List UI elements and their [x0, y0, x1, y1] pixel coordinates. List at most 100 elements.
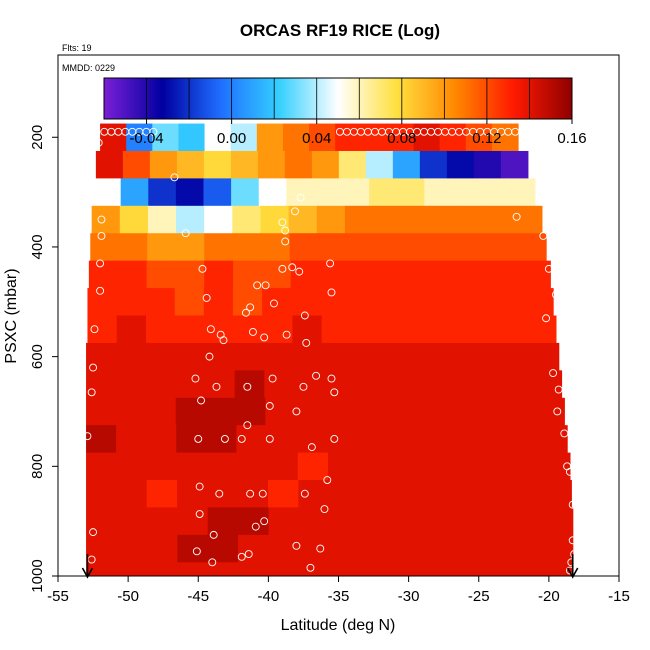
- heatmap-cell: [87, 288, 118, 316]
- heatmap-cell: [350, 315, 381, 344]
- heatmap-cell: [115, 370, 147, 399]
- heatmap-cell: [298, 562, 330, 576]
- heatmap-cell: [238, 507, 270, 536]
- heatmap-cell: [529, 342, 560, 371]
- sample-point: [191, 374, 200, 383]
- heatmap-cell: [237, 452, 269, 481]
- sample-point: [198, 264, 207, 273]
- colorbar-frame: [103, 77, 573, 120]
- sample-point: [96, 259, 105, 268]
- heatmap-cell: [485, 205, 515, 234]
- heatmap-cell: [378, 288, 409, 316]
- heatmap-cell: [263, 315, 293, 344]
- heatmap-cell: [257, 150, 286, 179]
- sample-point: [246, 489, 255, 498]
- sample-point: [90, 325, 99, 334]
- heatmap-cell: [434, 260, 465, 289]
- heatmap-cell: [86, 370, 117, 399]
- colorbar-tick-label: -0.04: [129, 130, 163, 147]
- heatmap-cell: [88, 260, 119, 289]
- heatmap-cell: [335, 123, 362, 152]
- sample-point: [295, 267, 304, 276]
- heatmap-cell: [511, 507, 543, 536]
- y-tick-label: 1000: [29, 559, 46, 592]
- heatmap-cell: [470, 342, 501, 371]
- heatmap-cell: [298, 534, 330, 563]
- heatmap-cell: [207, 452, 238, 481]
- heatmap-cell: [233, 315, 264, 344]
- heatmap-cell: [207, 562, 239, 576]
- heatmap-cell: [359, 480, 390, 508]
- sample-point: [570, 550, 579, 559]
- colorbar-tick-label: 0.16: [557, 130, 586, 147]
- heatmap-cell: [451, 562, 483, 576]
- heatmap-cell: [91, 205, 121, 234]
- heatmap-cell: [390, 534, 422, 563]
- heatmap-cell: [268, 480, 299, 508]
- heatmap-cell: [291, 288, 321, 316]
- heatmap-cell: [526, 315, 557, 344]
- heatmap-cell: [232, 288, 263, 316]
- colorbar-separators: [146, 78, 530, 119]
- colorbar-tick-label: 0.04: [302, 130, 331, 147]
- heatmap-cell: [457, 205, 487, 234]
- heatmap-cell: [235, 397, 266, 426]
- heatmap-cell: [282, 123, 310, 152]
- sample-point: [220, 434, 229, 443]
- heatmap-cell: [116, 562, 148, 576]
- sample-point: [568, 500, 577, 509]
- heatmap-cell: [479, 178, 508, 207]
- heatmap-cell: [177, 562, 209, 576]
- heatmap-cell: [401, 205, 430, 234]
- sample-point: [278, 218, 287, 227]
- heatmap-cell: [365, 150, 394, 179]
- heatmap-cell: [149, 150, 178, 179]
- sample-point: [281, 226, 290, 235]
- sample-point: [560, 429, 569, 438]
- heatmap-cell: [338, 150, 367, 179]
- sample-point: [327, 288, 336, 297]
- heatmap-cell: [420, 562, 452, 576]
- heatmap-cell: [146, 425, 177, 454]
- heatmap-cell: [414, 397, 446, 426]
- heatmap-cell: [448, 452, 480, 481]
- heatmap-cell: [175, 315, 206, 344]
- heatmap-cell: [481, 507, 513, 536]
- heatmap-cell: [177, 480, 208, 508]
- sample-point: [551, 290, 560, 299]
- heatmap-cell: [489, 233, 519, 262]
- heatmap-cell: [146, 480, 178, 508]
- heatmap-cell: [264, 370, 295, 399]
- heatmap-cell: [510, 480, 542, 508]
- y-tick-label: 400: [29, 234, 46, 259]
- sample-point: [282, 330, 291, 339]
- heatmap-cell: [296, 425, 328, 454]
- sample-point: [327, 374, 336, 383]
- sample-point: [215, 489, 224, 498]
- heatmap-cell: [429, 205, 459, 234]
- heatmap-cell: [444, 397, 476, 426]
- x-tick-label: -45: [187, 588, 209, 605]
- x-axis-label: Latitude (deg N): [281, 617, 396, 634]
- heatmap-cell: [420, 534, 452, 563]
- x-tick-label: -20: [538, 588, 560, 605]
- heatmap-cell: [175, 397, 207, 426]
- heatmap-cell: [452, 178, 481, 207]
- heatmap-cell: [341, 178, 370, 207]
- x-tick-label: -55: [47, 588, 69, 605]
- heatmap-cell: [233, 260, 263, 289]
- heatmap-cell: [145, 342, 176, 371]
- sample-point: [192, 547, 201, 556]
- heatmap-cell: [298, 507, 330, 536]
- sample-point: [565, 467, 574, 476]
- sample-point: [553, 407, 562, 416]
- heatmap-cell: [311, 150, 340, 179]
- heatmap-cell: [474, 397, 506, 426]
- heatmap-layer-group: [86, 123, 574, 576]
- sample-point: [306, 563, 315, 572]
- heatmap-cell: [416, 425, 448, 454]
- heatmap-cell: [86, 425, 117, 454]
- sample-point: [330, 434, 339, 443]
- heatmap-cell: [409, 315, 440, 344]
- sample-point: [87, 388, 96, 397]
